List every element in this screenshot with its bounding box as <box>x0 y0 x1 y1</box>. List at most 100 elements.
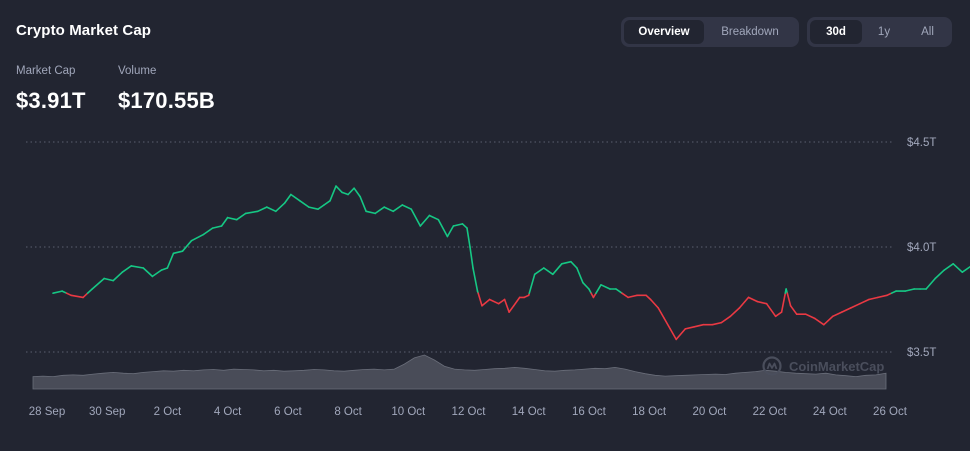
range-30d-tab[interactable]: 30d <box>810 20 862 44</box>
line-segment <box>308 206 319 210</box>
line-segment <box>822 315 834 326</box>
line-segment <box>804 313 816 320</box>
line-segment <box>570 260 578 269</box>
line-segment <box>323 200 331 206</box>
line-segment <box>582 281 590 290</box>
line-segment <box>533 267 545 276</box>
x-tick-label: 18 Oct <box>632 406 667 418</box>
line-segment <box>693 323 705 328</box>
line-segment <box>831 311 843 318</box>
line-segment <box>576 267 584 284</box>
line-segment <box>592 292 597 299</box>
line-segment <box>528 273 536 295</box>
line-segment <box>151 269 163 278</box>
line-segment <box>265 206 277 213</box>
line-segment <box>226 216 238 221</box>
line-segment <box>481 298 491 307</box>
line-segment <box>859 298 870 305</box>
line-segment <box>461 223 468 229</box>
line-segment <box>446 225 455 238</box>
line-segment <box>523 294 530 299</box>
line-segment <box>813 317 825 326</box>
coinmarketcap-watermark: CoinMarketCap <box>762 356 884 376</box>
line-segment <box>877 294 888 299</box>
line-segment <box>202 227 214 236</box>
line-segment <box>428 214 440 221</box>
volume-label: Volume <box>118 65 157 77</box>
line-segment <box>353 187 361 198</box>
line-segment <box>220 216 229 227</box>
line-segment <box>365 210 377 215</box>
line-segment <box>669 328 678 341</box>
x-tick-label: 24 Oct <box>813 406 848 418</box>
y-tick-label: $4.0T <box>907 242 936 254</box>
line-segment <box>65 292 72 297</box>
line-segment <box>374 206 386 215</box>
line-segment <box>52 290 63 295</box>
line-segment <box>335 185 343 194</box>
line-segment <box>359 195 367 213</box>
range-toggle: 30d 1y All <box>807 17 952 47</box>
line-segment <box>86 288 93 295</box>
line-segment <box>508 304 515 313</box>
line-segment <box>347 187 355 196</box>
line-segment <box>61 290 68 295</box>
x-tick-label: 2 Oct <box>154 406 182 418</box>
line-segment <box>82 292 89 299</box>
x-tick-label: 22 Oct <box>753 406 788 418</box>
overview-tab[interactable]: Overview <box>624 20 704 44</box>
line-segment <box>244 210 259 215</box>
line-segment <box>952 262 964 274</box>
y-tick-label: $3.5T <box>907 347 936 359</box>
x-tick-label: 30 Sep <box>89 406 125 418</box>
volume-value: $170.55B <box>118 88 216 113</box>
view-toggle: Overview Breakdown <box>621 17 799 47</box>
line-segment <box>283 193 292 204</box>
volume-series <box>32 354 887 390</box>
range-all-tab[interactable]: All <box>921 26 934 38</box>
range-1y-tab[interactable]: 1y <box>877 26 891 38</box>
line-segment <box>383 206 395 213</box>
line-segment <box>211 225 223 229</box>
line-segment <box>437 218 449 238</box>
line-segment <box>512 296 521 307</box>
line-segment <box>91 277 105 290</box>
line-segment <box>466 227 471 248</box>
line-segment <box>840 307 852 313</box>
line-segment <box>142 267 154 278</box>
line-segment <box>542 267 554 276</box>
line-segment <box>551 262 563 276</box>
line-segment <box>181 239 193 252</box>
line-segment <box>780 292 787 313</box>
x-tick-label: 16 Oct <box>572 406 607 418</box>
volume-area <box>32 354 887 390</box>
y-tick-label: $4.5T <box>907 137 936 149</box>
line-segment <box>497 298 506 305</box>
line-segment <box>560 260 572 265</box>
line-segment <box>890 290 897 295</box>
line-segment <box>615 288 623 295</box>
market-cap-label: Market Cap <box>16 65 76 77</box>
line-segment <box>70 294 84 299</box>
line-segment <box>711 321 723 326</box>
line-segment <box>477 292 483 307</box>
line-segment <box>943 262 955 271</box>
line-segment <box>401 204 413 210</box>
line-segment <box>747 296 759 303</box>
line-segment <box>649 298 660 309</box>
line-segment <box>738 296 750 309</box>
line-segment <box>172 250 184 255</box>
line-segment <box>595 283 602 295</box>
line-segment <box>904 288 915 292</box>
line-segment <box>868 296 879 301</box>
line-segment <box>684 325 696 330</box>
line-segment <box>469 246 474 269</box>
breakdown-tab[interactable]: Breakdown <box>721 26 779 38</box>
x-tick-label: 26 Oct <box>873 406 908 418</box>
line-segment <box>256 206 268 213</box>
line-segment <box>488 298 500 305</box>
line-segment <box>756 300 768 305</box>
watermark-text: CoinMarketCap <box>789 359 884 374</box>
line-segment <box>299 200 310 208</box>
